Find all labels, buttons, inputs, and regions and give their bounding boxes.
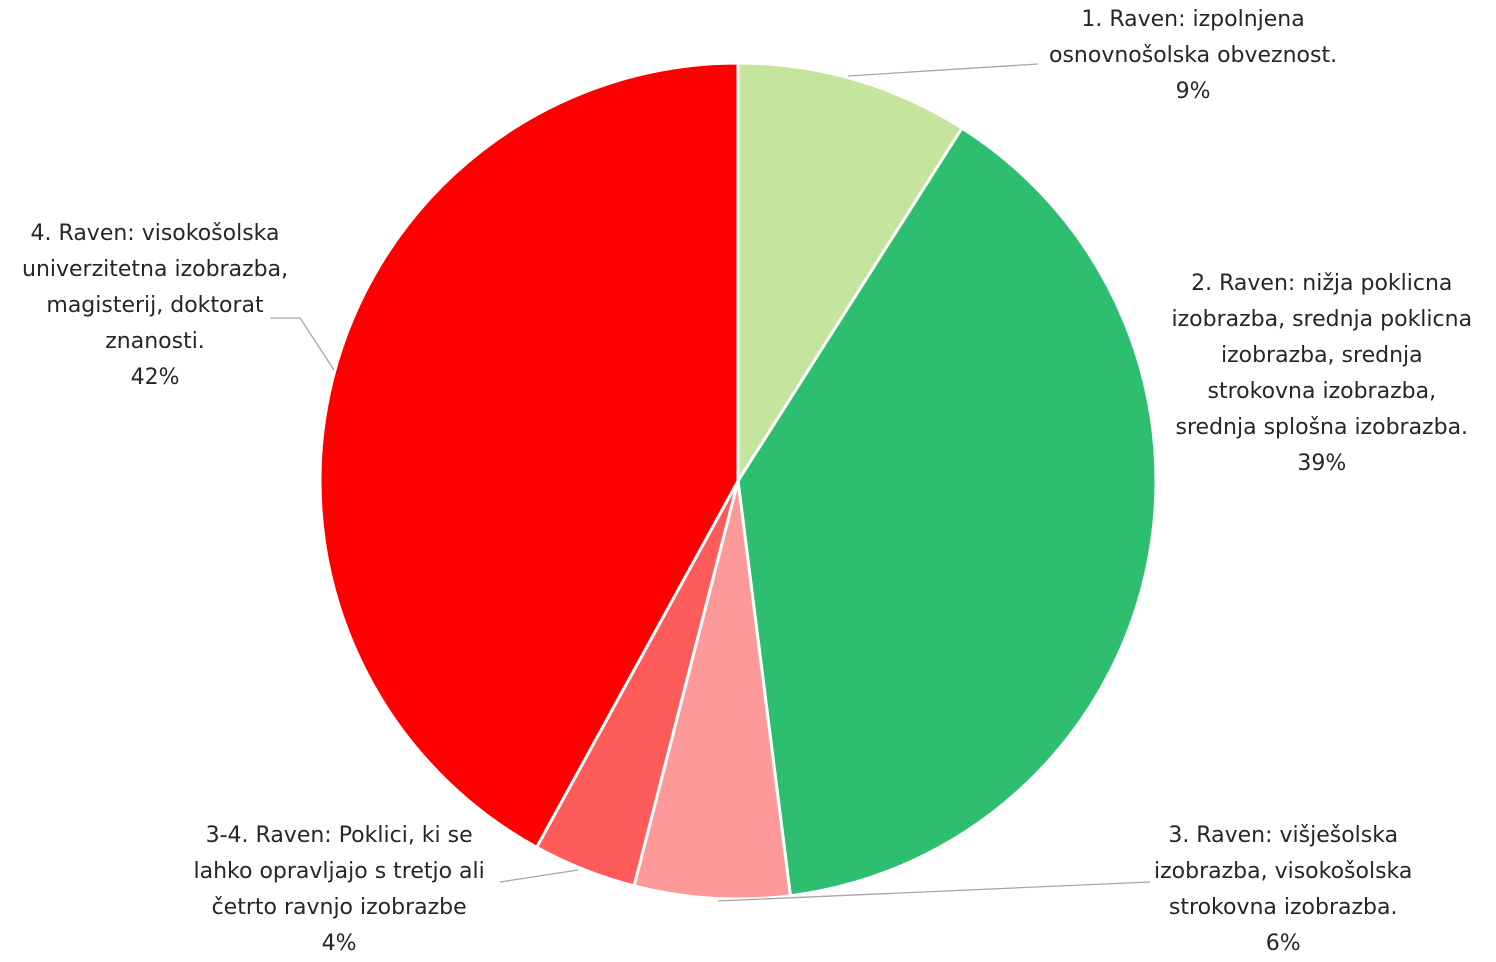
pie-slices (318, 61, 1158, 901)
slice-label-line: izobrazba, srednja poklicna (1171, 307, 1473, 332)
leader-line-raven-1 (847, 63, 1039, 77)
slice-label-line: 1. Raven: izpolnjena (1081, 7, 1305, 32)
slice-percent: 42% (130, 365, 180, 390)
slice-percent: 6% (1265, 931, 1301, 956)
slice-label-line: srednja splošna izobrazba. (1175, 415, 1469, 440)
pie-slice-raven-3 (632, 479, 792, 901)
leader-line-raven-3-4 (499, 869, 579, 883)
slice-label-line: 4. Raven: visokošolska (30, 221, 280, 246)
slice-percent: 39% (1297, 451, 1347, 476)
slice-percent: 4% (321, 931, 357, 956)
slice-label-line: znanosti. (105, 329, 205, 354)
slice-label-line: lahko opravljajo s tretjo ali (193, 859, 485, 884)
leader-line-raven-3 (717, 881, 1151, 902)
slice-label-raven-4: 4. Raven: visokošolska univerzitetna izo… (22, 216, 288, 396)
slice-percent: 9% (1175, 79, 1211, 104)
slice-label-raven-3: 3. Raven: višješolska izobrazba, visokoš… (1154, 818, 1412, 962)
leader-line-raven-4 (270, 317, 335, 371)
slice-label-line: izobrazba, srednja (1220, 343, 1423, 368)
slice-label-line: 2. Raven: nižja poklicna (1191, 271, 1453, 296)
slice-label-line: strokovna izobrazba, (1207, 379, 1437, 404)
slice-label-raven-2: 2. Raven: nižja poklicna izobrazba, sred… (1172, 266, 1473, 482)
leader-lines (270, 63, 1151, 902)
pie-slice-raven-4 (318, 61, 740, 849)
slice-label-line: 3-4. Raven: Poklici, ki se (205, 823, 473, 848)
slice-label-line: četrto ravnjo izobrazbe (211, 895, 467, 920)
slice-label-raven-1: 1. Raven: izpolnjena osnovnošolska obvez… (1049, 2, 1337, 110)
pie-slice-raven-2 (736, 126, 1158, 898)
slice-label-line: strokovna izobrazba. (1168, 895, 1398, 920)
slice-label-line: magisterij, doktorat (46, 293, 264, 318)
slice-label-line: izobrazba, visokošolska (1154, 859, 1413, 884)
slice-label-line: 3. Raven: višješolska (1168, 823, 1399, 848)
slice-label-line: univerzitetna izobrazba, (22, 257, 289, 282)
slice-label-raven-3-4: 3-4. Raven: Poklici, ki se lahko opravlj… (194, 818, 485, 962)
slice-label-line: osnovnošolska obveznost. (1049, 43, 1338, 68)
pie-slice-raven-1 (736, 61, 964, 483)
